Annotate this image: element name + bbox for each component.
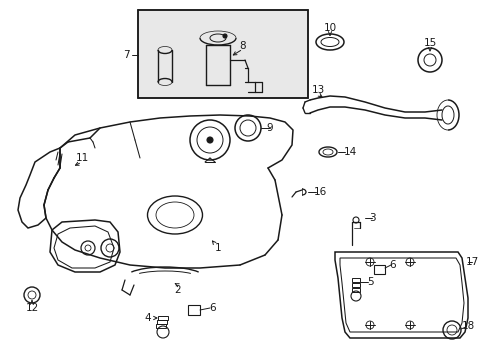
Text: 11: 11 — [75, 153, 88, 163]
Text: 7: 7 — [122, 50, 129, 60]
Circle shape — [206, 137, 213, 143]
Text: 8: 8 — [239, 41, 246, 51]
Text: 1: 1 — [214, 243, 221, 253]
Text: 9: 9 — [266, 123, 273, 133]
Bar — [138, 10, 307, 98]
Text: 14: 14 — [343, 147, 356, 157]
Bar — [157, 320, 167, 324]
Text: 6: 6 — [209, 303, 216, 313]
Text: 2: 2 — [174, 285, 181, 295]
Bar — [351, 283, 359, 287]
Text: 10: 10 — [323, 23, 336, 33]
Circle shape — [223, 34, 226, 38]
Bar — [373, 265, 384, 274]
Text: 16: 16 — [313, 187, 326, 197]
Bar — [351, 288, 359, 292]
Text: 17: 17 — [465, 257, 478, 267]
Bar — [187, 305, 200, 315]
Text: 5: 5 — [366, 277, 372, 287]
Bar — [156, 324, 165, 328]
Text: 6: 6 — [389, 260, 395, 270]
Text: 12: 12 — [25, 303, 39, 313]
Text: 18: 18 — [461, 321, 474, 331]
Text: 15: 15 — [423, 38, 436, 48]
Text: 4: 4 — [144, 313, 151, 323]
Text: 13: 13 — [311, 85, 324, 95]
Text: 3: 3 — [368, 213, 375, 223]
Bar — [158, 316, 168, 320]
Bar — [351, 278, 359, 282]
